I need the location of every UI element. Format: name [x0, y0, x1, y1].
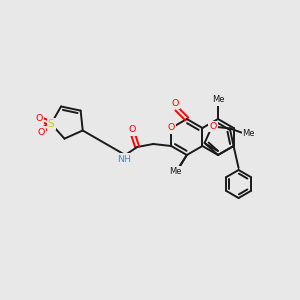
Text: O: O — [36, 114, 43, 123]
Text: Me: Me — [212, 95, 224, 104]
Text: Me: Me — [243, 129, 255, 138]
Text: O: O — [171, 98, 178, 107]
Text: NH: NH — [117, 154, 131, 164]
Text: O: O — [128, 125, 136, 134]
Text: O: O — [167, 124, 175, 133]
Text: S: S — [48, 119, 54, 129]
Text: Me: Me — [169, 167, 182, 176]
Text: O: O — [209, 122, 217, 131]
Text: O: O — [37, 128, 45, 136]
